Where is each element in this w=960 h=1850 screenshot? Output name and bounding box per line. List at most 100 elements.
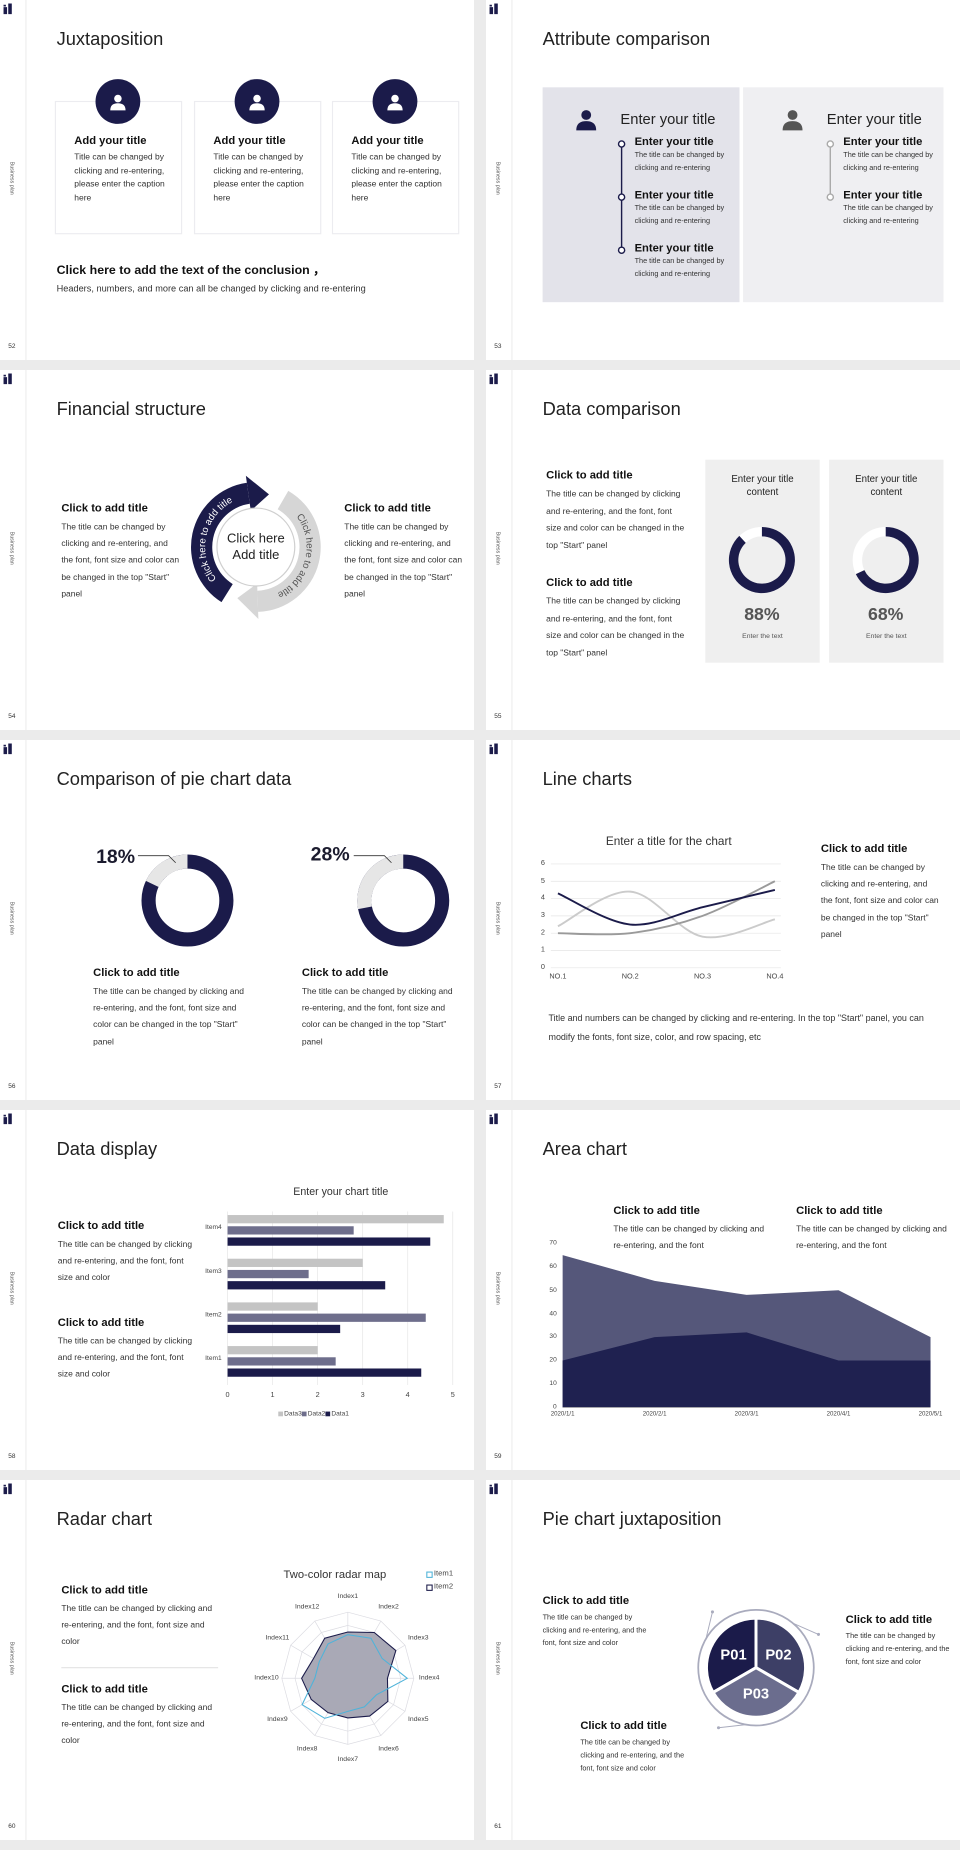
logo <box>489 3 498 15</box>
panel-title: Enter your title <box>826 110 922 128</box>
bar <box>227 1237 431 1246</box>
y-tick-label: 4 <box>540 893 545 903</box>
x-tick-label: 3 <box>360 1390 365 1400</box>
person-head <box>114 94 122 103</box>
x-tick-label: 5 <box>450 1390 455 1400</box>
segment-label: P01 <box>720 1646 747 1663</box>
center-label: Click here Add title <box>227 531 285 563</box>
slide-title: Juxtaposition <box>56 29 164 50</box>
slide-number: 59 <box>494 1453 502 1461</box>
axis-label: Index7 <box>337 1756 359 1764</box>
pointer-dot <box>710 1610 714 1614</box>
timeline-dot <box>826 193 835 201</box>
conclusion-text: Headers, numbers, and more can all be ch… <box>56 283 366 294</box>
slide-title: Pie chart juxtaposition <box>542 1509 722 1530</box>
slide-title: Area chart <box>542 1139 627 1160</box>
panel <box>743 87 944 303</box>
axis-label: Index12 <box>294 1604 320 1612</box>
block-title: Click to add title <box>93 966 180 980</box>
slide-number: 56 <box>8 1083 16 1091</box>
donut-value <box>357 854 404 910</box>
logo <box>489 373 498 385</box>
donut-value <box>855 526 919 594</box>
logo <box>489 1113 498 1125</box>
leader-line <box>353 855 392 864</box>
outer-ring <box>697 1608 815 1727</box>
axis-label: Index3 <box>408 1634 429 1642</box>
bar <box>227 1215 444 1224</box>
y-tick-label: Item2 <box>205 1311 222 1319</box>
block-text: The title can be changed by clicking and… <box>580 1738 685 1773</box>
person-head <box>787 110 798 120</box>
block-text: The title can be changed by clicking and… <box>613 1223 765 1251</box>
area <box>562 1332 931 1408</box>
legend-swatch <box>325 1411 331 1417</box>
block-text: The title can be changed by clicking and… <box>57 1238 193 1283</box>
radar-series <box>301 1631 397 1719</box>
panel-title: Enter your title <box>620 110 716 128</box>
bar <box>227 1302 318 1311</box>
person-head <box>253 94 261 103</box>
side-label: Business plan <box>9 901 16 935</box>
card-title: Add your title <box>213 134 286 148</box>
slide: Click here to add title Click here to add… <box>0 370 474 730</box>
y-tick-label: 6 <box>540 859 545 868</box>
series-line <box>557 890 776 939</box>
axis-label: Index6 <box>378 1745 399 1753</box>
block-title: Click to add title <box>542 1594 630 1608</box>
legend-swatch <box>426 1571 433 1578</box>
x-tick-label: 2020/3/1 <box>734 1410 759 1419</box>
block-title: Click to add title <box>57 1219 145 1233</box>
series-line <box>557 880 776 936</box>
y-tick-label: 60 <box>549 1263 557 1271</box>
logo <box>489 743 498 755</box>
slide: Business plan 57 Line charts Enter a title … <box>486 740 960 1100</box>
item-text: The title can be changed by clicking and… <box>634 151 725 172</box>
slide-graphics <box>489 740 781 1100</box>
value-label: 88% <box>744 604 780 625</box>
pointer <box>705 1611 713 1639</box>
slide-content: Business plan 53 Attribute comparison Enter… <box>486 0 960 360</box>
person-body <box>249 103 265 111</box>
slide: Business plan 55 Data comparison Click to a… <box>486 370 960 730</box>
item-title: Enter your title <box>634 188 714 202</box>
slide-title: Radar chart <box>56 1509 153 1530</box>
slide-content: Business plan 52 Juxtaposition Add your tit… <box>0 0 474 360</box>
slide-content: Business plan 56 Comparison of pie chart d… <box>0 740 474 1100</box>
slide-graphics <box>3 740 450 1100</box>
y-tick-label: 2 <box>540 928 545 937</box>
slide: Business plan 61 Pie chart juxtaposition P0… <box>486 1480 960 1840</box>
block-text: The title can be changed by clicking and… <box>61 1701 213 1747</box>
block-text: The title can be changed by clicking and… <box>57 1335 193 1380</box>
item-text: The title can be changed by clicking and… <box>843 204 933 225</box>
conclusion-title: Click here to add the text of the conclu… <box>56 263 326 278</box>
slide-number: 54 <box>8 713 16 721</box>
radar-series <box>301 1634 409 1719</box>
slide-graphics <box>3 1110 454 1470</box>
timeline-dot <box>617 140 626 148</box>
value-label: 28% <box>310 843 350 866</box>
block-title: Click to add title <box>546 469 633 483</box>
slide-number: 60 <box>8 1823 16 1831</box>
slide: Business plan 58 Data display Click to add … <box>0 1110 474 1470</box>
legend-label: Data3 <box>284 1410 302 1418</box>
block-title: Click to add title <box>61 1583 148 1597</box>
y-tick-label: Item4 <box>205 1224 222 1232</box>
side-label: Business plan <box>495 1641 502 1675</box>
pointer <box>792 1622 819 1635</box>
axis-label: Index8 <box>296 1745 318 1753</box>
side-label: Business plan <box>9 1641 16 1675</box>
side-label: Business plan <box>9 531 16 565</box>
x-tick-label: 2 <box>315 1390 320 1400</box>
timeline-dot <box>617 193 626 201</box>
bar <box>227 1258 363 1267</box>
arrow-dark <box>191 482 250 603</box>
chart-title: Enter a title for the chart <box>605 835 732 849</box>
person-body <box>782 121 803 131</box>
legend-swatch <box>426 1584 433 1591</box>
person-body <box>387 103 403 111</box>
legend-swatch <box>278 1411 283 1417</box>
center-disc <box>216 507 296 587</box>
